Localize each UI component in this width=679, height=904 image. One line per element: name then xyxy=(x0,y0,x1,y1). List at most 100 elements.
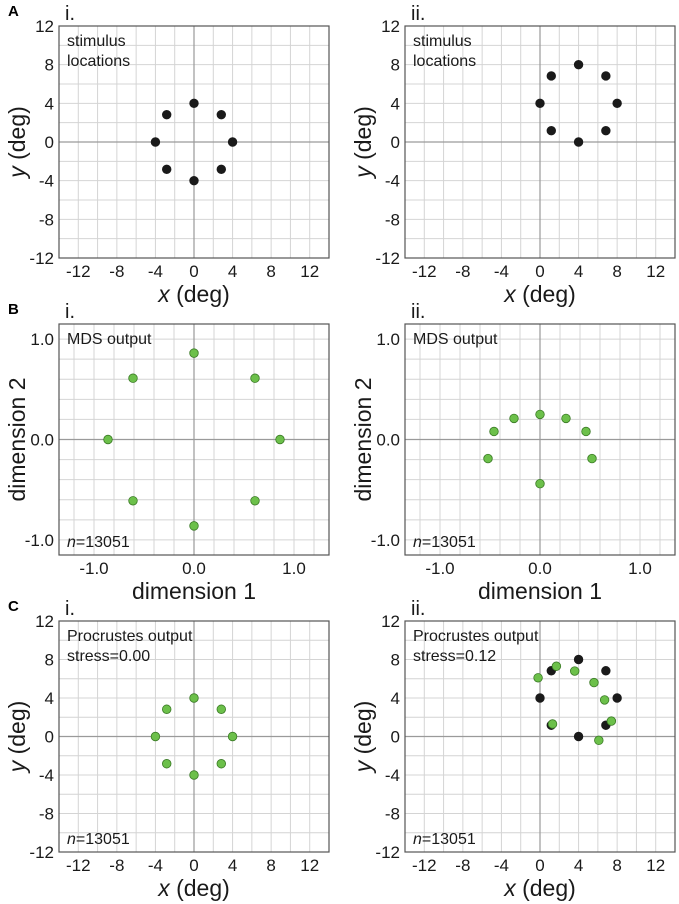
green-data-point xyxy=(128,373,138,383)
y-axis-unit: (deg) xyxy=(350,701,376,761)
x-tick-label: 0 xyxy=(535,262,544,281)
green-data-point xyxy=(189,770,199,780)
y-tick-label: 0 xyxy=(45,728,54,747)
x-tick-label: 12 xyxy=(646,856,665,875)
y-tick-label: 4 xyxy=(45,689,54,708)
y-tick-label: -4 xyxy=(39,766,54,785)
n-value: =13051 xyxy=(422,534,476,551)
green-data-point xyxy=(150,731,161,742)
n-value: =13051 xyxy=(422,831,476,848)
x-tick-label: 0 xyxy=(535,856,544,875)
green-data-point xyxy=(606,716,617,726)
y-axis-unit: (deg) xyxy=(4,106,30,166)
n-count-label: n=13051 xyxy=(413,831,476,848)
subpanel-label: i. xyxy=(65,3,75,25)
plot-frame xyxy=(58,323,330,556)
n-symbol: n xyxy=(413,831,422,848)
y-axis-label: y (deg) xyxy=(350,701,376,775)
green-data-point xyxy=(533,673,543,683)
green-data-point xyxy=(551,661,562,671)
green-data-point xyxy=(162,759,172,769)
y-tick-label: 4 xyxy=(391,94,400,113)
y-tick-label: 0.0 xyxy=(376,431,400,450)
x-axis-unit: (deg) xyxy=(516,875,576,901)
green-data-point xyxy=(587,453,597,464)
x-tick-label: -8 xyxy=(109,856,124,875)
x-tick-label: 12 xyxy=(300,262,319,281)
y-tick-label: 1.0 xyxy=(376,330,400,349)
x-tick-label: -1.0 xyxy=(79,559,108,578)
y-tick-label: -8 xyxy=(385,210,400,229)
x-axis-label: x (deg) xyxy=(157,281,230,307)
x-tick-label: 8 xyxy=(612,262,621,281)
black-data-point xyxy=(573,137,584,147)
n-value: =13051 xyxy=(76,831,130,848)
black-data-point xyxy=(162,109,172,120)
y-tick-label: 0 xyxy=(391,728,400,747)
y-tick-label: -8 xyxy=(39,210,54,229)
x-tick-label: 4 xyxy=(574,856,583,875)
x-axis-var: x xyxy=(157,281,171,307)
n-count-label: n=13051 xyxy=(413,534,476,551)
plot-frame xyxy=(404,323,676,556)
x-tick-label: -4 xyxy=(494,262,509,281)
x-tick-label: 4 xyxy=(574,262,583,281)
x-axis-label: dimension 1 xyxy=(132,578,256,604)
x-tick-label: -12 xyxy=(412,262,437,281)
plot-3: -1.0 0.0 1.0 1.0 0.0 -1.0 dimension 1 dimension… xyxy=(4,301,330,604)
y-axis-var: y xyxy=(4,165,30,180)
y-tick-label: 8 xyxy=(45,651,54,670)
black-data-point xyxy=(535,98,545,109)
y-tick-label: 4 xyxy=(45,94,54,113)
annotation-line: stress=0.12 xyxy=(413,648,496,665)
y-tick-label: -12 xyxy=(29,249,54,268)
y-tick-label: 8 xyxy=(391,651,400,670)
green-data-point xyxy=(189,521,199,531)
y-tick-label: -4 xyxy=(39,172,54,191)
y-tick-label: -8 xyxy=(385,805,400,824)
y-tick-label: 12 xyxy=(381,612,400,631)
green-data-point xyxy=(489,426,499,437)
x-tick-label: -4 xyxy=(494,856,509,875)
black-data-point xyxy=(162,164,172,175)
annotation-line: stimulus xyxy=(67,33,126,50)
x-tick-label: 12 xyxy=(300,856,319,875)
y-tick-label: 1.0 xyxy=(30,330,54,349)
black-data-point xyxy=(216,109,226,120)
x-axis-label: x (deg) xyxy=(503,875,576,901)
y-axis-var: y xyxy=(4,759,30,774)
y-tick-label: 0 xyxy=(45,133,54,152)
annotation-line: MDS output xyxy=(67,331,152,348)
annotation-line: stimulus xyxy=(413,33,472,50)
green-data-point xyxy=(250,496,260,506)
y-axis-label: y (deg) xyxy=(4,701,30,775)
green-data-point xyxy=(103,434,113,445)
black-data-point xyxy=(546,125,556,136)
black-data-point xyxy=(601,666,611,676)
plot-frame xyxy=(58,25,330,259)
black-data-point xyxy=(601,71,611,81)
y-tick-label: 0 xyxy=(391,133,400,152)
green-data-point xyxy=(589,677,599,688)
green-data-point xyxy=(570,666,580,676)
x-tick-label: 8 xyxy=(612,856,621,875)
green-data-point xyxy=(250,373,260,383)
x-tick-label: 0.0 xyxy=(182,559,206,578)
green-data-point xyxy=(189,693,199,703)
black-data-point xyxy=(612,98,622,109)
black-data-point xyxy=(612,693,622,703)
y-axis-var: y xyxy=(350,165,376,180)
x-tick-label: 0 xyxy=(189,262,198,281)
x-tick-label: -12 xyxy=(66,856,91,875)
black-data-point xyxy=(189,175,199,186)
y-tick-label: 8 xyxy=(391,56,400,75)
black-data-point xyxy=(573,654,584,665)
green-data-point xyxy=(216,704,226,714)
green-data-point xyxy=(594,735,604,746)
plot-frame xyxy=(404,620,676,853)
annotation-line: locations xyxy=(67,53,130,70)
x-tick-label: 4 xyxy=(228,262,237,281)
